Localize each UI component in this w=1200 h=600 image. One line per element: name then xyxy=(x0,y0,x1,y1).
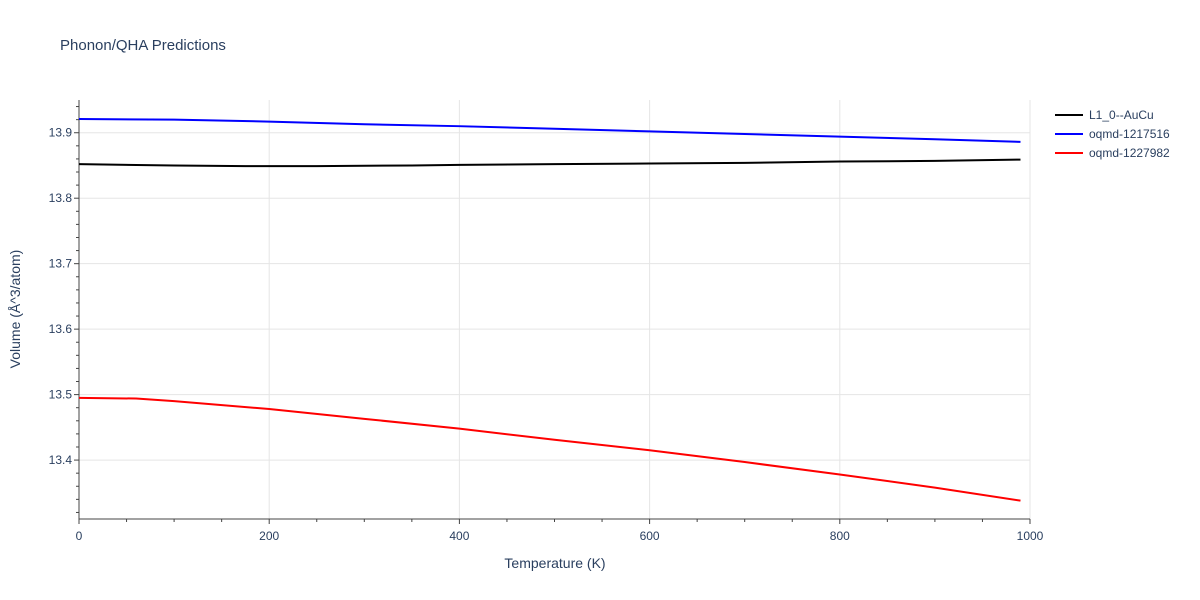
x-axis-title: Temperature (K) xyxy=(504,555,605,571)
y-tick-label: 13.5 xyxy=(49,388,73,402)
chart-title: Phonon/QHA Predictions xyxy=(60,37,226,54)
legend-item-1[interactable]: L1_0--AuCu xyxy=(1055,108,1154,122)
y-tick-label: 13.9 xyxy=(49,126,73,140)
y-tick-label: 13.6 xyxy=(49,322,73,336)
tick-labels: 0 200 400 600 800 1000 13.4 13.5 13.6 13.7 13.8 13.… xyxy=(49,126,1044,543)
x-tick-label: 200 xyxy=(259,529,279,543)
x-tick-label: 800 xyxy=(830,529,850,543)
y-axis-title: Volume (Å^3/atom) xyxy=(7,250,23,369)
series-group xyxy=(78,117,1021,502)
series-line-3 xyxy=(78,396,1021,502)
x-tick-label: 600 xyxy=(640,529,660,543)
legend-label: oqmd-1227982 xyxy=(1089,146,1170,160)
y-tick-label: 13.8 xyxy=(49,191,73,205)
series-line-2 xyxy=(78,117,1021,143)
y-tick-label: 13.4 xyxy=(49,453,73,467)
grid xyxy=(79,100,1031,519)
legend-label: L1_0--AuCu xyxy=(1089,108,1154,122)
x-tick-label: 0 xyxy=(76,529,83,543)
x-tick-label: 400 xyxy=(449,529,469,543)
legend-item-2[interactable]: oqmd-1217516 xyxy=(1055,127,1170,141)
x-tick-label: 1000 xyxy=(1017,529,1044,543)
y-tick-label: 13.7 xyxy=(49,257,73,271)
legend-item-3[interactable]: oqmd-1227982 xyxy=(1055,146,1170,160)
series-line-1 xyxy=(78,158,1021,168)
axes xyxy=(74,100,1031,524)
legend-label: oqmd-1217516 xyxy=(1089,127,1170,141)
legend[interactable]: L1_0--AuCu oqmd-1217516 oqmd-1227982 xyxy=(1055,108,1170,160)
